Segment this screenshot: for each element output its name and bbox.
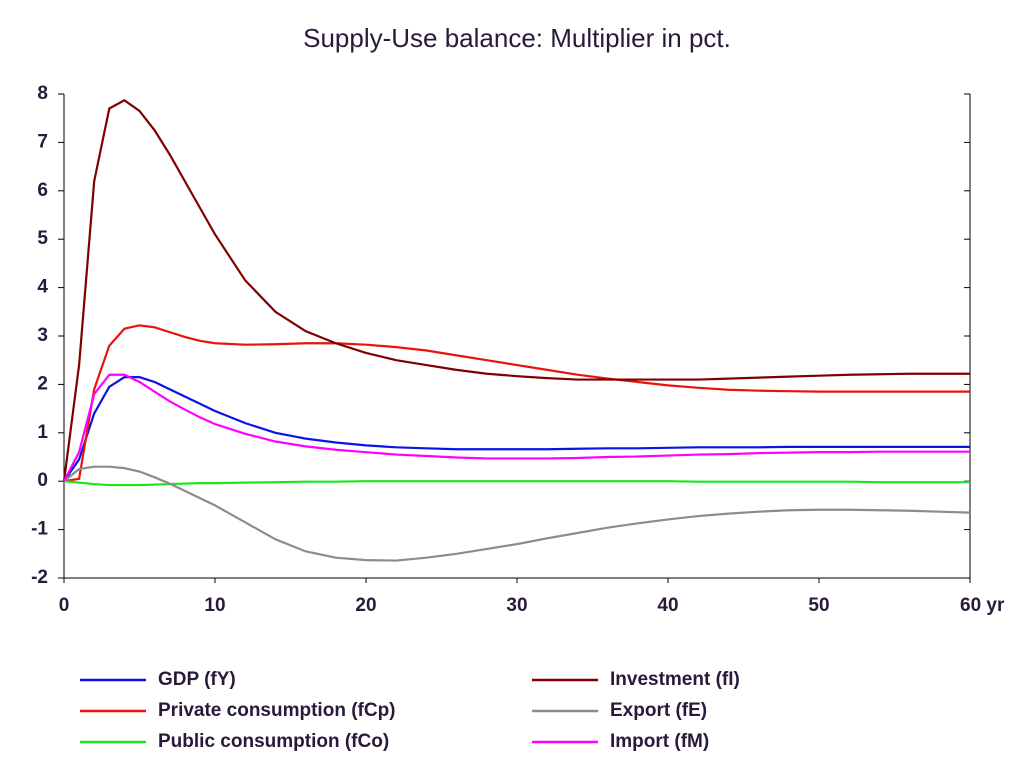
x-tick-label: 50: [808, 595, 829, 616]
legend-label: Import (fM): [610, 731, 709, 752]
legend-label: Private consumption (fCp): [158, 700, 396, 721]
y-tick-label: -2: [31, 567, 48, 588]
series-line: [63, 324, 970, 483]
legend-label: Public consumption (fCo): [158, 731, 389, 752]
chart-title: Supply-Use balance: Multiplier in pct.: [303, 23, 731, 53]
x-tick-label: 30: [506, 595, 527, 616]
legend-label: GDP (fY): [158, 669, 236, 690]
x-tick-label: 0: [59, 595, 70, 616]
series-line: [63, 480, 970, 487]
y-tick-label: 8: [37, 83, 48, 104]
series-line: [62, 98, 970, 482]
y-tick-label: 3: [37, 325, 48, 346]
y-tick-label: 1: [37, 422, 48, 443]
x-tick-label: 60 yr: [960, 595, 1005, 616]
legend-label: Investment (fI): [610, 669, 740, 690]
x-tick-label: 10: [204, 595, 225, 616]
y-tick-label: 5: [37, 228, 48, 249]
y-tick-label: -1: [31, 519, 48, 540]
x-tick-label: 40: [657, 595, 678, 616]
y-tick-label: 4: [37, 277, 48, 298]
series-line: [63, 376, 970, 482]
y-tick-label: 2: [37, 373, 48, 394]
series-line: [63, 373, 970, 482]
y-tick-label: 0: [37, 470, 48, 491]
y-tick-label: 6: [37, 180, 48, 201]
y-tick-label: 7: [37, 131, 48, 152]
legend-label: Export (fE): [610, 700, 707, 721]
series-line: [63, 465, 971, 562]
x-tick-label: 20: [355, 595, 376, 616]
